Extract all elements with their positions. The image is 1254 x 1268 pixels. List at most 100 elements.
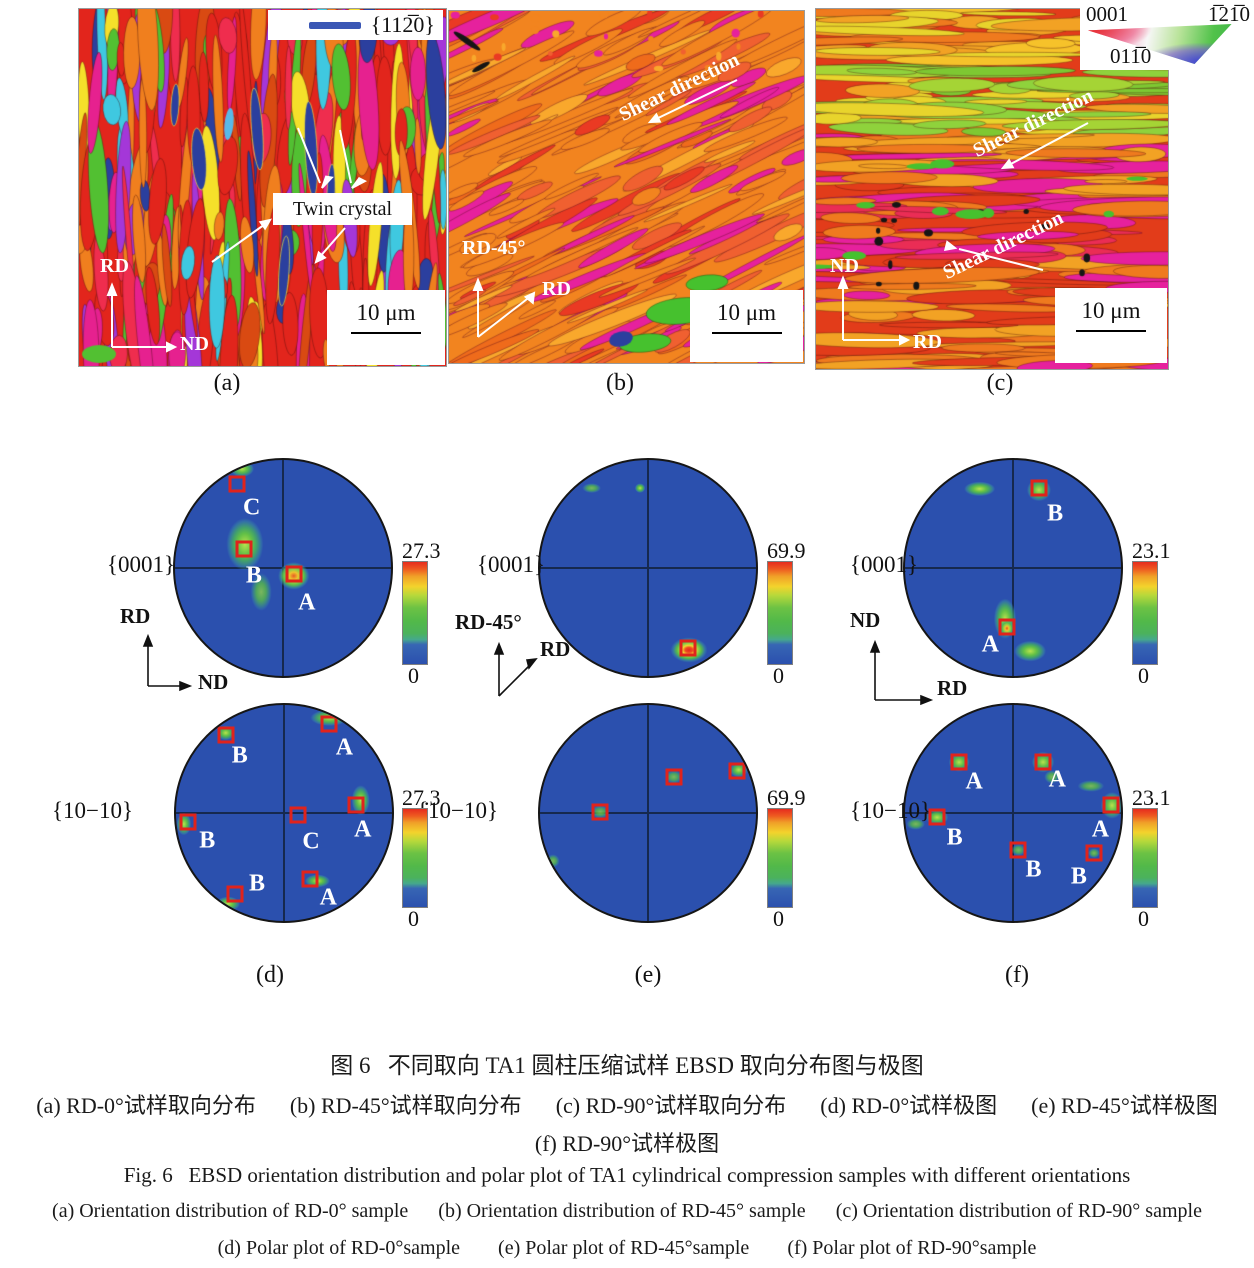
axes-f-up-label: ND (850, 608, 881, 632)
component-letter: C (243, 494, 261, 521)
colorbar: 23.1 0 (1132, 540, 1171, 688)
panel-c-scale-line (1076, 330, 1146, 332)
intensity-blob (998, 619, 1015, 638)
ipf-key-0001: 0001 (1086, 2, 1128, 26)
twin-crystal-label: Twin crystal (273, 193, 412, 225)
panel-a-scale-bar: 10 μm (327, 290, 445, 365)
caption-zh-item: (c) RD-90°试样取向分布 (555, 1093, 787, 1118)
pole-figure-disc: B A B C A B A (174, 703, 394, 923)
panel-c-axis-right-label: RD (913, 331, 942, 353)
colorbar-gradient (1132, 808, 1158, 908)
pole-figure-rd45-1010 (538, 703, 758, 923)
intensity-blob (349, 782, 372, 818)
component-letter: A (965, 768, 983, 795)
caption-zh-item: (e) RD-45°试样极图 (1031, 1093, 1218, 1118)
ideal-orientation-marker (1102, 796, 1120, 814)
colorbar-max: 69.9 (767, 538, 806, 563)
intensity-blob (545, 852, 561, 869)
crosshair-v (647, 460, 649, 676)
ideal-orientation-marker (235, 540, 253, 558)
ideal-orientation-marker (301, 870, 319, 888)
component-letter: B (1047, 500, 1064, 527)
component-letter: A (335, 734, 354, 761)
hkl-label: {0001} (106, 552, 175, 577)
component-letter: B (248, 870, 266, 897)
axes-d-right-label: ND (198, 670, 229, 694)
ideal-orientation-marker (591, 803, 609, 821)
colorbar: 69.9 0 (767, 787, 806, 930)
colorbar-gradient (767, 561, 793, 665)
component-letter: A (319, 884, 337, 911)
intensity-blob (1075, 779, 1106, 793)
ideal-orientation-marker (289, 806, 307, 824)
axes-d-up-label: RD (120, 604, 151, 628)
colorbar-gradient (1132, 561, 1158, 665)
crosshair-v (1012, 705, 1014, 921)
caption-en-item: (f) Polar plot of RD-90°sample (787, 1237, 1037, 1259)
colorbar-max: 27.3 (402, 538, 441, 563)
colorbar: 23.1 0 (1132, 785, 1171, 931)
pole-figure-rd0-1010: B A B C A B A (174, 703, 394, 923)
pole-figure-rd45-0001 (538, 458, 758, 678)
caption-en-item: (c) Orientation distribution of RD-90° s… (835, 1200, 1202, 1222)
crosshair-v (1012, 460, 1014, 676)
component-letter: B (199, 827, 216, 854)
component-letter: A (981, 631, 999, 658)
ideal-orientation-marker (179, 813, 197, 831)
hkl-label: {10−10} (416, 798, 498, 823)
caption-zh-line2: (f) RD-90°试样极图 (534, 1131, 720, 1156)
caption-zh-item: (b) RD-45°试样取向分布 (289, 1093, 522, 1118)
panel-b-scale-line (711, 332, 782, 334)
ebsd-map-rd90: Shear direction Shear direction ND RD 10… (815, 0, 1254, 370)
colorbar-gradient (402, 561, 428, 665)
colorbar-min: 0 (1138, 663, 1149, 688)
colorbar-max: 27.3 (402, 785, 441, 810)
panel-b-scale-text: 10 μm (717, 300, 776, 325)
colorbar-min: 0 (773, 663, 784, 688)
colorbar-min: 0 (408, 663, 419, 688)
caption-en-line2: (d) Polar plot of RD-0°sample (e) Polar … (0, 1237, 1254, 1260)
intensity-blob (1087, 847, 1101, 859)
component-letter: A (354, 816, 372, 843)
component-letter: B (245, 562, 262, 589)
caption-zh-item: (a) RD-0°试样取向分布 (36, 1093, 256, 1118)
component-letter: B (946, 824, 963, 851)
intensity-blob (227, 460, 256, 479)
component-letter: B (231, 742, 248, 769)
panel-b-axis-diag-label: RD (542, 278, 571, 300)
colorbar: 27.3 0 (402, 538, 441, 688)
intensity-blob (905, 817, 927, 831)
colorbar-max: 23.1 (1132, 785, 1171, 810)
ideal-orientation-marker (950, 753, 968, 771)
intensity-blob (223, 514, 267, 575)
colorbar-min: 0 (408, 906, 419, 931)
caption-zh-line1: (a) RD-0°试样取向分布 (b) RD-45°试样取向分布 (c) RD-… (0, 1088, 1254, 1120)
pole-figure-disc (538, 703, 758, 923)
ipf-key-1210: 1̅21̅0 (1208, 2, 1250, 26)
component-letter: A (298, 589, 316, 616)
ipf-key-0110: 011̅0 (1110, 44, 1152, 68)
panel-a-axis-up-label: RD (100, 255, 129, 277)
ideal-orientation-marker (320, 715, 338, 733)
ideal-orientation-marker (1030, 479, 1048, 497)
panel-c-label: (c) (986, 370, 1014, 396)
axes-e-up-label: RD-45° (455, 610, 522, 634)
crosshair-v (647, 705, 649, 921)
colorbar: 69.9 0 (767, 538, 806, 688)
panel-c-axis-up-label: ND (830, 255, 859, 277)
intensity-blob (581, 482, 603, 494)
intensity-blob (276, 560, 312, 591)
caption-en-item: (d) Polar plot of RD-0°sample (217, 1237, 461, 1259)
intensity-blob (1010, 843, 1026, 857)
intensity-blob (1043, 769, 1061, 785)
ideal-orientation-marker (228, 475, 246, 493)
ipf-color-key: 0001 1̅21̅0 011̅0 (1080, 0, 1254, 70)
caption-zh-title: 图 6 不同取向 TA1 圆柱压缩试样 EBSD 取向分布图与极图 (330, 1053, 924, 1078)
phase-legend-line (308, 21, 361, 29)
colorbar-min: 0 (1138, 906, 1149, 931)
ideal-orientation-marker (679, 639, 697, 657)
panel-b-axis-up-label: RD-45° (462, 237, 526, 259)
intensity-blob (664, 769, 684, 785)
